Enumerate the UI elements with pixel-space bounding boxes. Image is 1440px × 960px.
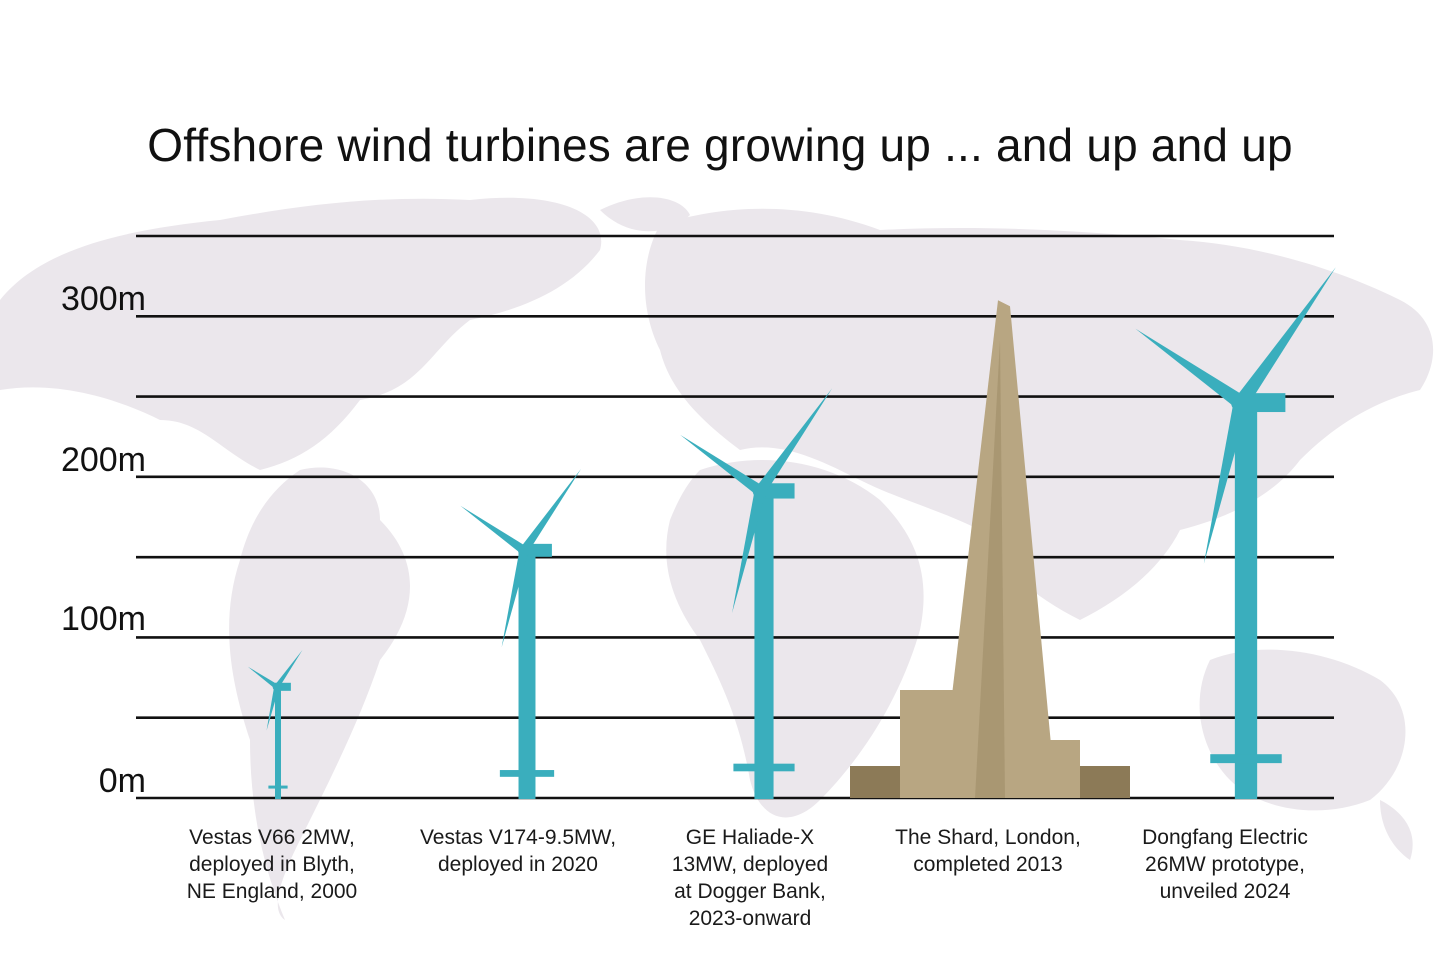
world-map-landmass-3 xyxy=(645,208,1434,620)
turbine-hub xyxy=(272,682,281,691)
caption-the-shard: The Shard, London, completed 2013 xyxy=(895,826,1081,876)
caption-dongfang-electric: Dongfang Electric 26MW prototype, unveil… xyxy=(1142,826,1308,903)
chart-title: Offshore wind turbines are growing up ..… xyxy=(147,119,1293,171)
turbine-hub xyxy=(752,483,768,499)
turbine-hub xyxy=(518,544,530,557)
world-map-background xyxy=(0,197,1434,920)
caption-vestas-v66: Vestas V66 2MW, deployed in Blyth, NE En… xyxy=(186,826,358,903)
turbine-blade-3 xyxy=(501,549,529,648)
world-map-landmass-7 xyxy=(600,197,690,232)
turbine-blade-3 xyxy=(732,489,766,613)
turbine-platform xyxy=(268,785,288,789)
shard-tower-shade xyxy=(975,340,1005,798)
turbine-platform xyxy=(733,763,795,772)
turbine-tower xyxy=(1234,404,1258,799)
turbine-blade-2 xyxy=(680,434,764,496)
turbine-2 xyxy=(460,468,582,799)
world-map-landmass-6 xyxy=(1380,800,1413,860)
turbine-blade-2 xyxy=(1135,328,1246,409)
y-tick-label-100: 100m xyxy=(60,600,146,638)
world-map-landmass-1 xyxy=(0,197,602,471)
turbine-1 xyxy=(247,649,303,799)
turbine-tower xyxy=(754,492,774,799)
y-tick-label-300: 300m xyxy=(60,280,146,318)
turbine-3 xyxy=(680,388,833,799)
world-map-landmass-2 xyxy=(229,467,410,920)
turbine-blade-2 xyxy=(460,505,527,554)
turbine-blade-3 xyxy=(1203,400,1249,564)
turbine-blade-3 xyxy=(266,686,280,731)
turbine-platform xyxy=(499,770,555,777)
turbine-tower xyxy=(518,552,536,799)
turbine-blade-1 xyxy=(1234,267,1336,407)
the-shard-building xyxy=(850,300,1130,798)
turbine-nacelle xyxy=(1243,393,1286,413)
turbine-tower xyxy=(275,688,281,799)
y-tick-label-200: 200m xyxy=(60,441,146,479)
caption-ge-haliade-x: GE Haliade-X 13MW, deployed at Dogger Ba… xyxy=(671,826,829,930)
world-map-landmass-5 xyxy=(1199,649,1406,811)
turbine-blade-2 xyxy=(247,666,279,689)
turbine-blade-1 xyxy=(755,388,833,495)
turbine-blade-1 xyxy=(520,468,582,553)
chart-marks xyxy=(247,267,1336,799)
turbine-nacelle xyxy=(761,483,795,499)
turbine-blade-1 xyxy=(274,649,303,689)
y-tick-label-0: 0m xyxy=(98,762,146,800)
turbine-hub xyxy=(1231,392,1251,413)
turbine-5 xyxy=(1135,267,1336,799)
turbine-platform xyxy=(1210,754,1282,764)
shard-tower xyxy=(940,300,1056,798)
caption-vestas-v174: Vestas V174-9.5MW, deployed in 2020 xyxy=(419,826,617,876)
turbine-nacelle xyxy=(275,682,291,691)
